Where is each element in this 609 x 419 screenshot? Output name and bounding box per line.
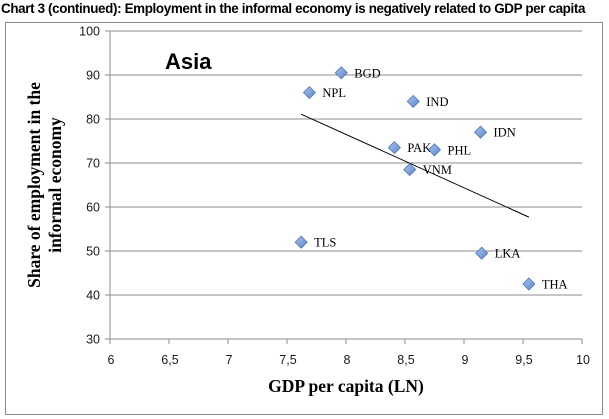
point-label-phl: PHL	[448, 143, 472, 157]
y-axis-title-line-2: informal economy	[45, 117, 65, 253]
data-point-vnm	[403, 163, 417, 177]
chart-title: Chart 3 (continued): Employment in the i…	[1, 1, 586, 16]
data-point-tha	[522, 277, 536, 291]
chart-frame	[5, 22, 603, 415]
x-tick-label: 7	[226, 353, 233, 367]
y-tick-label: 90	[86, 69, 100, 83]
y-tick-label: 60	[86, 201, 100, 215]
y-tick-label: 30	[86, 333, 100, 347]
point-label-idn: IDN	[494, 126, 516, 140]
x-tick-label: 7,5	[279, 353, 296, 367]
point-label-tls: TLS	[314, 236, 336, 250]
data-point-ind	[406, 94, 420, 108]
data-point-bgd	[334, 66, 348, 80]
point-label-npl: NPL	[322, 86, 346, 100]
point-label-bgd: BGD	[354, 66, 380, 80]
y-tick-label: 50	[86, 245, 100, 259]
data-point-tls	[294, 235, 308, 249]
trendline	[300, 113, 530, 218]
y-tick-label: 40	[86, 289, 100, 303]
x-tick-label: 8,5	[397, 353, 414, 367]
data-point-idn	[473, 125, 488, 139]
x-tick-label: 6	[108, 353, 115, 367]
point-label-tha: THA	[542, 278, 568, 292]
region-label: Asia	[165, 49, 212, 74]
y-axis-title-line-1: Share of employment in the	[24, 82, 44, 288]
x-tick-label: 10	[576, 353, 590, 367]
point-label-pak: PAK	[407, 141, 431, 155]
y-tick-label: 100	[79, 25, 100, 39]
x-tick-label: 9	[462, 353, 469, 367]
y-tick-label: 70	[86, 157, 100, 171]
y-tick-label: 80	[86, 113, 100, 127]
point-label-lka: LKA	[495, 247, 521, 261]
point-label-vnm: VNM	[423, 163, 452, 177]
data-point-npl	[302, 86, 316, 100]
data-point-pak	[387, 141, 401, 155]
x-tick-label: 9,5	[515, 353, 532, 367]
x-axis-title: GDP per capita (LN)	[268, 376, 424, 396]
x-tick-label: 6,5	[161, 353, 178, 367]
data-point-phl	[427, 143, 442, 157]
point-label-ind: IND	[426, 95, 448, 109]
x-tick-label: 8	[344, 353, 351, 367]
data-point-lka	[475, 246, 489, 260]
